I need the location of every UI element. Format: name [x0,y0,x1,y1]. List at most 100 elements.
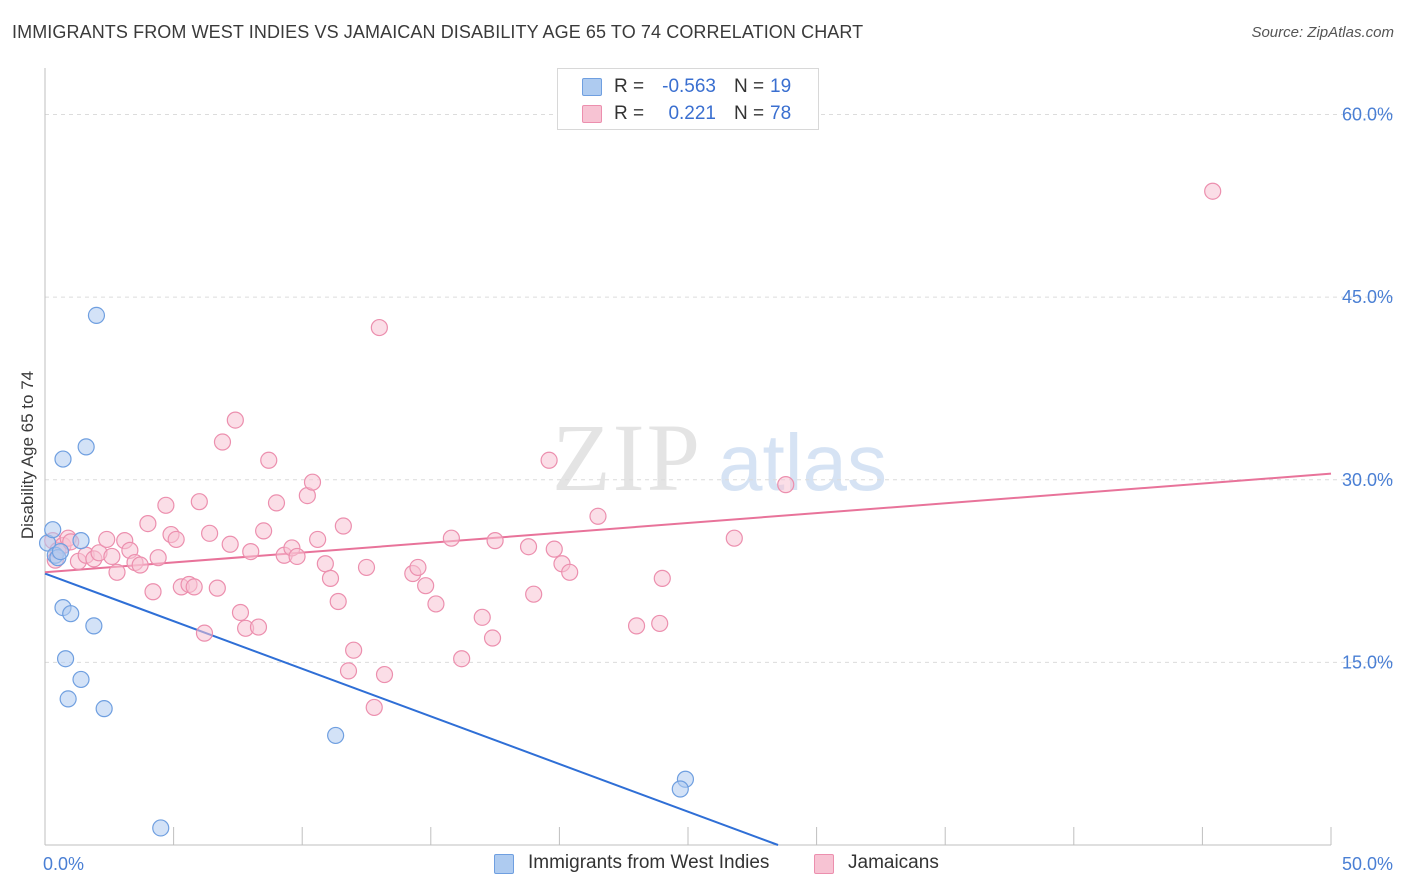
point-blue [62,605,80,623]
legend-r-value: 0.221 [663,103,716,124]
legend-row-blue: R = -0.563 N = 19 [558,74,820,100]
point-pink [483,629,502,647]
legend-label: Jamaicans [848,852,939,873]
point-pink [185,578,203,596]
watermark-zip: ZIP [552,404,702,511]
point-pink [365,698,383,717]
data-points [38,182,1222,837]
point-pink [149,549,167,567]
point-pink [255,522,273,540]
chart-title: IMMIGRANTS FROM WEST INDIES VS JAMAICAN … [12,22,864,42]
legend-swatch-blue [494,854,514,874]
point-blue [72,532,90,550]
point-pink [226,411,244,429]
point-pink [108,563,126,581]
point-pink [1204,182,1222,200]
point-pink [131,556,149,574]
point-pink [190,493,208,511]
point-blue [44,521,62,539]
tick-labels: 15.0% 30.0% 45.0% 60.0% 0.0% 50.0% [43,105,1393,874]
point-pink [260,451,278,469]
point-blue [72,670,90,689]
y-tick-label: 60.0% [1342,105,1393,125]
point-pink [409,558,427,577]
legend-n-value: 19 [770,76,792,97]
x-tick-label: 0.0% [43,854,84,874]
point-pink [357,558,376,577]
point-pink [473,608,491,626]
legend-swatch-blue [582,78,602,96]
point-pink [213,433,232,451]
point-pink [651,614,669,633]
point-pink [339,662,358,680]
point-pink [370,318,388,337]
legend-label: Immigrants from West Indies [528,852,770,873]
trendline-pink [44,472,1332,574]
point-blue [56,650,75,668]
legend-swatch-pink [582,105,602,123]
point-pink [561,563,579,581]
point-blue [54,450,72,468]
point-pink [201,524,219,542]
point-pink [545,540,563,558]
point-pink [589,507,607,525]
correlation-legend: R = -0.563 N = 19 R = 0.221 N = 78 [557,68,819,130]
point-pink [375,665,394,684]
point-blue [671,780,689,798]
point-pink [417,577,435,595]
point-pink [167,530,185,549]
point-pink [442,529,460,547]
point-pink [221,535,239,553]
legend-swatch-pink [814,854,834,874]
gridlines [45,114,1395,663]
legend-row-pink: R = 0.221 N = 78 [558,101,820,127]
point-pink [519,538,538,556]
point-pink [427,595,445,613]
point-pink [453,650,471,668]
point-pink [486,532,504,550]
legend-n-label: N = [734,103,765,124]
y-tick-label: 15.0% [1342,652,1393,672]
point-pink [777,476,795,494]
x-tick-label: 50.0% [1342,854,1393,874]
point-blue [327,726,345,745]
point-pink [653,569,671,587]
watermark-atlas: atlas [718,418,887,507]
legend-r-value: -0.563 [662,76,716,97]
legend-r-label: R = [614,76,645,97]
point-pink [208,579,226,597]
point-pink [231,603,250,622]
y-axis-label: Disability Age 65 to 74 [18,371,37,539]
point-blue [152,819,170,837]
y-tick-label: 45.0% [1342,287,1393,307]
legend-n-label: N = [734,76,765,97]
point-pink [195,624,214,642]
point-pink [144,583,162,601]
point-pink [303,473,322,491]
legend-n-value: 78 [770,103,792,124]
point-pink [309,530,327,549]
point-pink [627,617,646,635]
point-blue [59,690,77,708]
point-pink [139,514,157,533]
trendline-blue [44,572,779,846]
point-blue [77,438,95,456]
point-pink [321,569,340,587]
point-pink [157,496,175,514]
point-pink [540,451,558,469]
point-pink [329,592,347,611]
point-blue [85,617,103,635]
point-blue [95,700,113,718]
point-pink [242,542,260,561]
point-blue [51,542,70,561]
legend-item-jamaicans[interactable]: Jamaicans [814,852,974,876]
point-pink [316,555,334,573]
legend-item-west-indies[interactable]: Immigrants from West Indies [494,852,794,876]
watermark: ZIP atlas [552,404,887,511]
point-pink [345,641,363,659]
legend-r-label: R = [614,103,645,124]
point-blue [87,306,106,325]
point-pink [98,530,116,549]
point-pink [267,494,286,512]
